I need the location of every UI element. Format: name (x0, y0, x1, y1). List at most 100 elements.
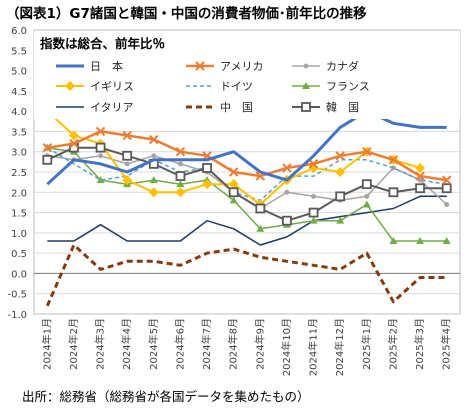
x-axis: 2024年1月 2024年2月 2024年3月 2024年4月 2024年5月 2024年… (40, 318, 452, 376)
x-tick-label: 2025年1月 (360, 318, 373, 370)
legend-entry: フランス (292, 80, 370, 93)
legend-box (34, 31, 460, 119)
legend-entry: 中 国 (186, 101, 253, 114)
legend-entry: カナダ (292, 59, 359, 73)
data-point (95, 142, 106, 153)
data-point (361, 179, 372, 190)
y-tick-label: 3.5 (11, 127, 27, 138)
x-tick-label: 2024年12月 (333, 318, 346, 376)
data-point (202, 179, 213, 190)
data-point (175, 171, 186, 181)
x-tick-label: 2024年4月 (120, 318, 133, 370)
source-note: 出所：総務省（総務省が各国データを集めたもの） (22, 389, 310, 404)
legend-marker (301, 102, 311, 112)
data-point (98, 153, 104, 159)
series-group (42, 106, 452, 307)
legend-marker (303, 63, 309, 69)
legend-entry: 日 本 (56, 59, 123, 73)
y-tick-label: 1.5 (11, 209, 27, 220)
data-point (388, 155, 399, 165)
legend-label: 日 本 (90, 59, 123, 73)
legend-label: カナダ (326, 59, 359, 73)
series-line (46, 146, 447, 222)
data-point (362, 147, 372, 157)
data-point (444, 201, 450, 207)
series-7 (47, 195, 447, 246)
legend-marker (65, 81, 75, 91)
y-tick-label: 0.5 (11, 249, 27, 260)
legend-entry: アメリカ (186, 60, 263, 73)
legend-entry: ドイツ (186, 80, 253, 93)
legend-marker (195, 61, 205, 71)
data-point (335, 167, 346, 177)
data-point (68, 130, 79, 141)
data-point (282, 163, 292, 173)
data-point (122, 130, 132, 141)
data-point (336, 216, 345, 224)
y-tick-label: -1.0 (7, 310, 27, 321)
data-point (95, 126, 106, 137)
legend-label: 韓 国 (326, 101, 359, 114)
series-5 (46, 147, 447, 202)
data-point (228, 167, 239, 177)
x-tick-label: 2024年5月 (147, 318, 160, 370)
y-tick-label: 3.0 (11, 148, 27, 159)
x-tick-label: 2024年11月 (307, 318, 320, 376)
x-tick-label: 2024年10月 (280, 318, 293, 376)
data-point (148, 187, 159, 198)
chart-title: （図表1）G7諸国と韓国・中国の消費者物価･前年比の推移 (6, 6, 367, 22)
data-point (415, 162, 426, 173)
data-point (415, 171, 425, 181)
x-tick-label: 2024年6月 (173, 318, 186, 370)
data-point (202, 163, 212, 173)
series-line (47, 195, 447, 246)
series-line (47, 130, 447, 182)
data-point (308, 159, 319, 169)
x-tick-label: 2025年2月 (386, 318, 399, 370)
y-tick-label: 5.0 (11, 67, 27, 78)
legend-label: イタリア (90, 101, 134, 114)
data-point (442, 236, 451, 244)
series-line (46, 147, 447, 202)
y-tick-label: 2.5 (11, 168, 27, 179)
data-point (124, 161, 130, 167)
x-tick-label: 2024年8月 (227, 318, 240, 370)
data-point (176, 180, 185, 188)
data-point (362, 200, 371, 208)
y-axis: 6.0 5.5 5.0 4.5 4.0 3.5 3.0 2.5 2.0 1.5 1.0 0.5 0.0 -… (7, 26, 27, 321)
data-point (284, 189, 290, 195)
legend-entry: イギリス (56, 80, 134, 93)
legend-marker (302, 82, 310, 89)
data-point (96, 176, 105, 184)
data-point (175, 187, 186, 198)
y-tick-label: 2.0 (11, 188, 27, 199)
x-tick-label: 2024年2月 (67, 318, 80, 370)
data-point (149, 134, 159, 145)
data-point (335, 191, 346, 202)
data-point (441, 175, 452, 185)
data-point (390, 165, 396, 171)
series-line (47, 146, 447, 242)
data-point (415, 183, 425, 194)
data-point (335, 151, 345, 161)
data-point (229, 196, 238, 204)
series-2 (42, 126, 452, 185)
data-point (282, 215, 292, 226)
data-point (42, 154, 53, 165)
x-tick-label: 2024年1月 (40, 318, 53, 370)
data-point (177, 161, 183, 167)
data-point (416, 236, 425, 244)
legend-label: 中 国 (220, 101, 253, 114)
data-point (308, 207, 319, 218)
legend-label: フランス (326, 80, 370, 93)
y-tick-label: 5.5 (11, 46, 27, 57)
data-point (122, 150, 133, 161)
y-tick-label: 0.0 (11, 269, 27, 280)
data-point (388, 187, 399, 198)
data-point (149, 176, 158, 184)
data-point (255, 203, 266, 214)
data-point (228, 187, 239, 198)
data-point (389, 236, 398, 244)
